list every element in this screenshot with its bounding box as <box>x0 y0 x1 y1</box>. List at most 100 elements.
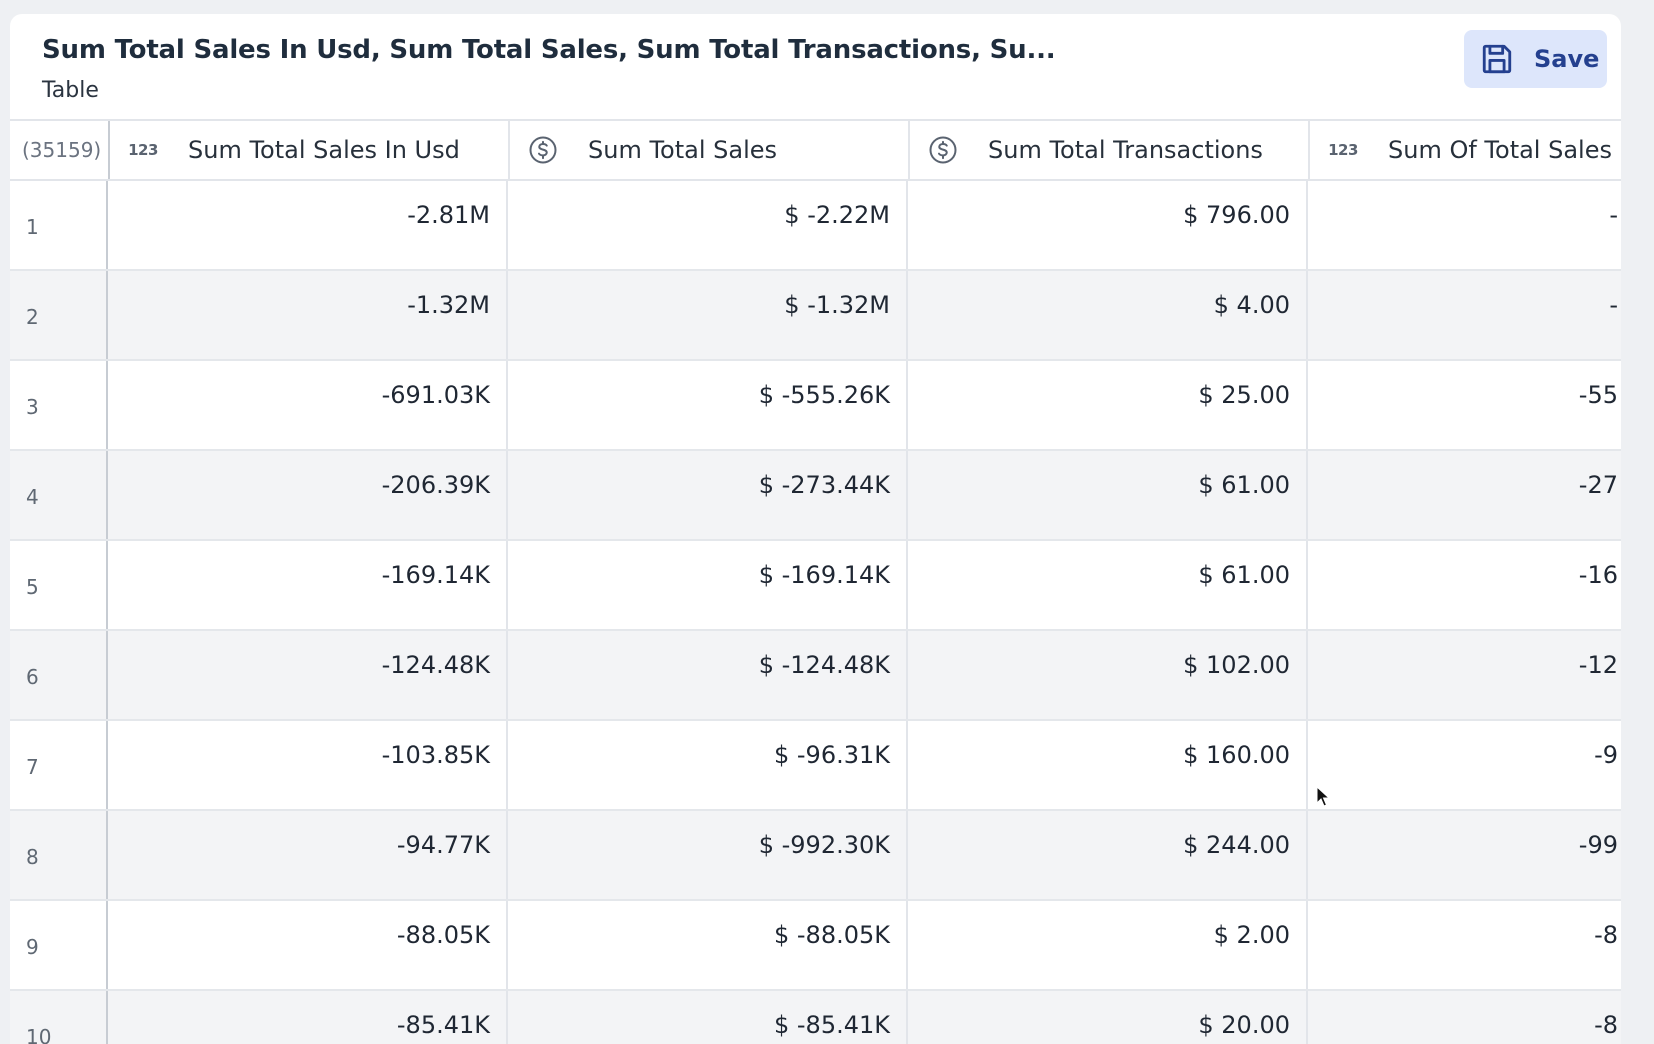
row-number: 3 <box>10 361 108 449</box>
table-cell[interactable]: - <box>1308 181 1618 269</box>
number-type-icon: 123 <box>128 141 158 159</box>
table-cell[interactable]: $ -85.41K <box>508 991 908 1044</box>
table-cell[interactable]: -691.03K <box>108 361 508 449</box>
cell-value: -8 <box>1594 921 1618 949</box>
column-header-sum-total-sales-in-usd[interactable]: 123 Sum Total Sales In Usd <box>110 121 510 179</box>
column-header-label: Sum Of Total Sales <box>1388 136 1612 164</box>
table-cell[interactable]: -9 <box>1308 721 1618 809</box>
table-cell[interactable]: $ 244.00 <box>908 811 1308 899</box>
table-row[interactable]: 2 -1.32M $ -1.32M $ 4.00 - <box>10 271 1621 361</box>
table-row[interactable]: 5 -169.14K $ -169.14K $ 61.00 -16 <box>10 541 1621 631</box>
table-cell[interactable]: $ -124.48K <box>508 631 908 719</box>
cell-value: $ -1.32M <box>784 291 890 319</box>
cell-value: -124.48K <box>381 651 490 679</box>
cell-value: -8 <box>1594 1011 1618 1039</box>
cell-value: $ -992.30K <box>758 831 890 859</box>
row-number: 10 <box>10 991 108 1044</box>
save-button[interactable]: Save <box>1464 30 1607 88</box>
cell-value: -94.77K <box>396 831 490 859</box>
table-cell[interactable]: $ 796.00 <box>908 181 1308 269</box>
cell-value: -206.39K <box>381 471 490 499</box>
cell-value: -9 <box>1594 741 1618 769</box>
cell-value: $ 25.00 <box>1198 381 1290 409</box>
cell-value: $ -85.41K <box>773 1011 890 1039</box>
table-cell[interactable]: -55 <box>1308 361 1618 449</box>
table-row[interactable]: 3 -691.03K $ -555.26K $ 25.00 -55 <box>10 361 1621 451</box>
table-cell[interactable]: -8 <box>1308 901 1618 989</box>
cell-value: -27 <box>1578 471 1618 499</box>
table-cell[interactable]: - <box>1308 271 1618 359</box>
table-row[interactable]: 8 -94.77K $ -992.30K $ 244.00 -99 <box>10 811 1621 901</box>
cell-value: $ 61.00 <box>1198 561 1290 589</box>
floppy-disk-icon <box>1480 42 1514 76</box>
cell-value: -103.85K <box>381 741 490 769</box>
cell-value: $ -169.14K <box>758 561 890 589</box>
cell-value: -16 <box>1578 561 1618 589</box>
cell-value: -85.41K <box>396 1011 490 1039</box>
cell-value: -55 <box>1578 381 1618 409</box>
table-cell[interactable]: $ 160.00 <box>908 721 1308 809</box>
row-number: 6 <box>10 631 108 719</box>
table-cell[interactable]: $ 2.00 <box>908 901 1308 989</box>
table-row[interactable]: 4 -206.39K $ -273.44K $ 61.00 -27 <box>10 451 1621 541</box>
table-cell[interactable]: -124.48K <box>108 631 508 719</box>
table-cell[interactable]: -8 <box>1308 991 1618 1044</box>
table-cell[interactable]: $ 4.00 <box>908 271 1308 359</box>
table-cell[interactable]: $ -169.14K <box>508 541 908 629</box>
column-header-sum-of-total-sales[interactable]: 123 Sum Of Total Sales <box>1310 121 1620 179</box>
table-cell[interactable]: $ -2.22M <box>508 181 908 269</box>
column-header-sum-total-sales[interactable]: Sum Total Sales <box>510 121 910 179</box>
table-header-row: (35159) 123 Sum Total Sales In Usd Sum T… <box>10 121 1621 181</box>
currency-dollar-icon <box>528 135 558 165</box>
table-cell[interactable]: $ 102.00 <box>908 631 1308 719</box>
table-cell[interactable]: $ 61.00 <box>908 541 1308 629</box>
cell-value: $ -124.48K <box>758 651 890 679</box>
table-cell[interactable]: -27 <box>1308 451 1618 539</box>
table-cell[interactable]: -206.39K <box>108 451 508 539</box>
table-cell[interactable]: -169.14K <box>108 541 508 629</box>
table-cell[interactable]: $ 61.00 <box>908 451 1308 539</box>
cell-value: -88.05K <box>396 921 490 949</box>
table-cell[interactable]: $ -555.26K <box>508 361 908 449</box>
table-cell[interactable]: $ -88.05K <box>508 901 908 989</box>
table-cell[interactable]: $ -992.30K <box>508 811 908 899</box>
table-cell[interactable]: -99 <box>1308 811 1618 899</box>
table-cell[interactable]: -12 <box>1308 631 1618 719</box>
column-header-label: Sum Total Sales <box>588 136 778 164</box>
cell-value: $ -555.26K <box>758 381 890 409</box>
table-cell[interactable]: $ -96.31K <box>508 721 908 809</box>
row-number: 4 <box>10 451 108 539</box>
table-cell[interactable]: -16 <box>1308 541 1618 629</box>
table-cell[interactable]: $ 25.00 <box>908 361 1308 449</box>
card-header: Sum Total Sales In Usd, Sum Total Sales,… <box>10 14 1621 119</box>
table-cell[interactable]: -94.77K <box>108 811 508 899</box>
row-number: 2 <box>10 271 108 359</box>
table-cell[interactable]: -85.41K <box>108 991 508 1044</box>
row-count-label: (35159) <box>22 138 102 162</box>
table-cell[interactable]: -88.05K <box>108 901 508 989</box>
table-cell[interactable]: $ -1.32M <box>508 271 908 359</box>
table-body: 1 -2.81M $ -2.22M $ 796.00 - 2 -1.32M $ -1.32M $… <box>10 181 1621 1044</box>
table-row[interactable]: 1 -2.81M $ -2.22M $ 796.00 - <box>10 181 1621 271</box>
row-number: 1 <box>10 181 108 269</box>
table-cell[interactable]: -2.81M <box>108 181 508 269</box>
currency-dollar-icon <box>928 135 958 165</box>
cell-value: $ 160.00 <box>1183 741 1290 769</box>
table-row[interactable]: 6 -124.48K $ -124.48K $ 102.00 -12 <box>10 631 1621 721</box>
table-row[interactable]: 7 -103.85K $ -96.31K $ 160.00 -9 <box>10 721 1621 811</box>
data-table: (35159) 123 Sum Total Sales In Usd Sum T… <box>10 119 1621 1044</box>
table-row[interactable]: 9 -88.05K $ -88.05K $ 2.00 -8 <box>10 901 1621 991</box>
cell-value: $ 2.00 <box>1213 921 1290 949</box>
card-subtitle: Table <box>42 78 99 103</box>
table-cell[interactable]: -1.32M <box>108 271 508 359</box>
cell-value: -2.81M <box>407 201 490 229</box>
table-cell[interactable]: $ -273.44K <box>508 451 908 539</box>
cell-value: $ 796.00 <box>1183 201 1290 229</box>
row-number: 8 <box>10 811 108 899</box>
table-row[interactable]: 10 -85.41K $ -85.41K $ 20.00 -8 <box>10 991 1621 1044</box>
table-cell[interactable]: -103.85K <box>108 721 508 809</box>
table-cell[interactable]: $ 20.00 <box>908 991 1308 1044</box>
cell-value: -691.03K <box>381 381 490 409</box>
column-header-sum-total-transactions[interactable]: Sum Total Transactions <box>910 121 1310 179</box>
cell-value: $ -88.05K <box>773 921 890 949</box>
